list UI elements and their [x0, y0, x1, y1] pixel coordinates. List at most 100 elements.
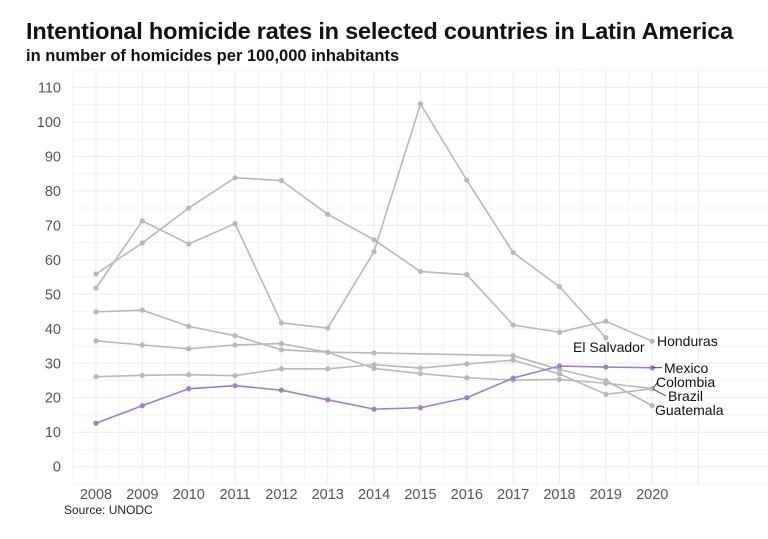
data-point-colombia — [278, 341, 284, 347]
data-point-honduras — [325, 211, 331, 217]
data-point-honduras — [649, 338, 655, 344]
label-leader-colombia — [652, 381, 659, 389]
x-tick-label: 2017 — [497, 487, 529, 503]
data-point-colombia — [556, 376, 563, 383]
data-point-el-salvador — [371, 248, 377, 255]
series-label-el-salvador: El Salvador — [573, 339, 645, 355]
data-point-brazil — [510, 357, 516, 363]
data-point-mexico — [510, 375, 516, 381]
source-note: Source: UNODC — [64, 503, 153, 517]
chart-subtitle: in number of homicides per 100,000 inhab… — [26, 47, 400, 65]
data-point-guatemala — [325, 349, 331, 355]
data-point-brazil — [464, 361, 470, 367]
x-tick-label: 2008 — [80, 487, 112, 503]
y-tick-label: 50 — [45, 287, 61, 303]
y-tick-label: 30 — [45, 356, 61, 372]
data-point-el-salvador — [603, 335, 609, 341]
data-point-el-salvador — [417, 101, 424, 107]
x-axis-ticks: 2008 2009 2010 2011 2012 2013 2014 2015 2016 2017… — [80, 487, 668, 503]
data-point-honduras — [139, 240, 145, 246]
data-point-guatemala — [93, 309, 99, 315]
data-point-honduras — [603, 318, 609, 324]
chart-title: Intentional homicide rates in selected c… — [26, 18, 733, 44]
series-label-honduras: Honduras — [657, 333, 718, 349]
data-point-colombia — [417, 371, 424, 377]
data-point-brazil — [325, 366, 331, 372]
data-point-mexico — [232, 383, 238, 389]
x-tick-label: 2019 — [590, 487, 622, 503]
data-point-el-salvador — [93, 285, 99, 291]
data-point-mexico — [371, 406, 377, 412]
data-point-el-salvador — [232, 221, 238, 227]
data-point-guatemala — [278, 347, 284, 353]
data-point-guatemala — [186, 323, 192, 329]
data-point-mexico — [603, 364, 609, 370]
data-point-honduras — [556, 329, 563, 335]
data-point-colombia — [93, 338, 99, 344]
data-point-brazil — [603, 391, 609, 397]
x-tick-label: 2015 — [404, 487, 436, 503]
gridlines — [72, 69, 768, 485]
series-label-guatemala: Guatemala — [655, 402, 724, 418]
series-line-el-salvador — [95, 103, 607, 339]
data-point-brazil — [371, 362, 377, 368]
data-point-honduras — [232, 175, 238, 181]
data-point-honduras — [510, 322, 516, 328]
data-point-brazil — [417, 365, 424, 371]
data-point-honduras — [278, 177, 284, 184]
series-label-brazil: Brazil — [668, 388, 703, 404]
data-point-mexico — [325, 397, 331, 403]
data-point-brazil — [139, 372, 145, 378]
data-point-el-salvador — [464, 177, 470, 183]
data-point-colombia — [464, 375, 470, 381]
x-tick-label: 2009 — [126, 487, 158, 503]
data-point-guatemala — [603, 377, 609, 384]
x-tick-label: 2012 — [265, 487, 297, 503]
data-point-guatemala — [232, 333, 238, 339]
data-point-honduras — [371, 237, 377, 243]
data-point-mexico — [93, 420, 99, 426]
series-label-mexico: Mexico — [664, 360, 709, 376]
x-tick-label: 2013 — [312, 487, 344, 503]
y-tick-label: 80 — [45, 184, 61, 200]
y-tick-label: 100 — [37, 115, 61, 131]
data-point-colombia — [232, 342, 238, 348]
series-labels: Honduras El Salvador MexicoColombiaBrazilG… — [573, 333, 724, 418]
data-point-guatemala — [139, 307, 145, 313]
y-tick-label: 20 — [45, 391, 61, 407]
data-point-colombia — [139, 342, 145, 348]
data-point-mexico — [649, 365, 655, 371]
data-point-honduras — [464, 272, 470, 278]
data-point-brazil — [556, 371, 563, 377]
data-point-mexico — [417, 405, 424, 411]
data-point-el-salvador — [278, 320, 284, 326]
data-point-mexico — [556, 363, 563, 369]
y-axis-ticks: 0 10 20 30 40 50 60 70 80 90 100 110 — [37, 80, 61, 475]
data-point-brazil — [232, 373, 238, 379]
label-leader-brazil — [652, 388, 667, 397]
x-tick-label: 2014 — [358, 487, 390, 503]
y-tick-label: 90 — [45, 149, 61, 165]
x-tick-label: 2020 — [636, 487, 668, 503]
data-point-el-salvador — [139, 218, 145, 224]
data-point-guatemala — [510, 353, 516, 359]
series-label-colombia: Colombia — [656, 374, 715, 390]
data-point-brazil — [93, 374, 99, 380]
x-tick-label: 2010 — [173, 487, 205, 503]
x-tick-label: 2018 — [543, 487, 575, 503]
data-point-guatemala — [649, 403, 655, 409]
y-tick-label: 10 — [45, 425, 61, 441]
y-tick-label: 110 — [38, 80, 61, 96]
y-tick-label: 40 — [45, 322, 61, 338]
data-point-mexico — [139, 403, 145, 409]
data-point-brazil — [186, 372, 192, 378]
data-point-el-salvador — [556, 284, 563, 290]
x-tick-label: 2011 — [219, 487, 250, 503]
data-point-brazil — [278, 366, 284, 372]
x-tick-label: 2016 — [451, 487, 483, 503]
data-point-mexico — [186, 386, 192, 392]
y-tick-label: 70 — [45, 218, 61, 234]
data-point-el-salvador — [325, 325, 331, 331]
data-point-honduras — [186, 205, 192, 211]
